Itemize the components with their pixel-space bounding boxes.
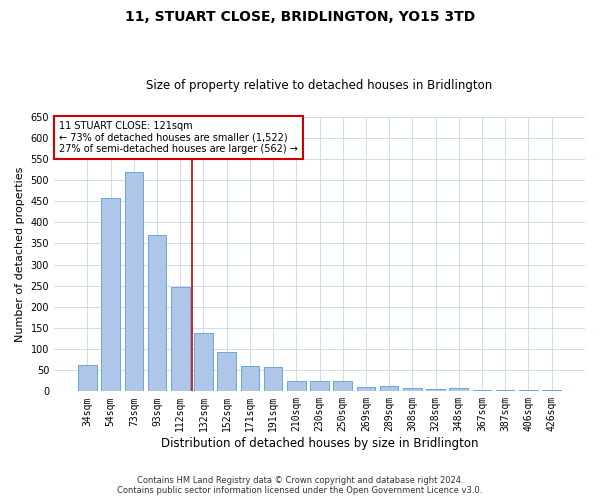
Bar xyxy=(519,390,538,392)
Bar xyxy=(310,381,329,392)
Bar xyxy=(287,381,305,392)
Bar xyxy=(380,386,398,392)
Bar xyxy=(264,368,283,392)
Bar xyxy=(194,333,213,392)
Bar xyxy=(78,365,97,392)
Bar xyxy=(334,381,352,392)
Bar xyxy=(496,390,514,392)
X-axis label: Distribution of detached houses by size in Bridlington: Distribution of detached houses by size … xyxy=(161,437,478,450)
Text: 11, STUART CLOSE, BRIDLINGTON, YO15 3TD: 11, STUART CLOSE, BRIDLINGTON, YO15 3TD xyxy=(125,10,475,24)
Bar xyxy=(101,198,120,392)
Bar xyxy=(449,388,468,392)
Y-axis label: Number of detached properties: Number of detached properties xyxy=(15,166,25,342)
Bar xyxy=(241,366,259,392)
Text: 11 STUART CLOSE: 121sqm
← 73% of detached houses are smaller (1,522)
27% of semi: 11 STUART CLOSE: 121sqm ← 73% of detache… xyxy=(59,121,298,154)
Bar xyxy=(171,287,190,392)
Bar xyxy=(356,386,375,392)
Bar xyxy=(426,389,445,392)
Bar xyxy=(217,352,236,392)
Bar xyxy=(148,235,166,392)
Text: Contains HM Land Registry data © Crown copyright and database right 2024.
Contai: Contains HM Land Registry data © Crown c… xyxy=(118,476,482,495)
Bar xyxy=(125,172,143,392)
Bar xyxy=(403,388,422,392)
Bar xyxy=(542,390,561,392)
Bar xyxy=(473,390,491,392)
Title: Size of property relative to detached houses in Bridlington: Size of property relative to detached ho… xyxy=(146,79,493,92)
